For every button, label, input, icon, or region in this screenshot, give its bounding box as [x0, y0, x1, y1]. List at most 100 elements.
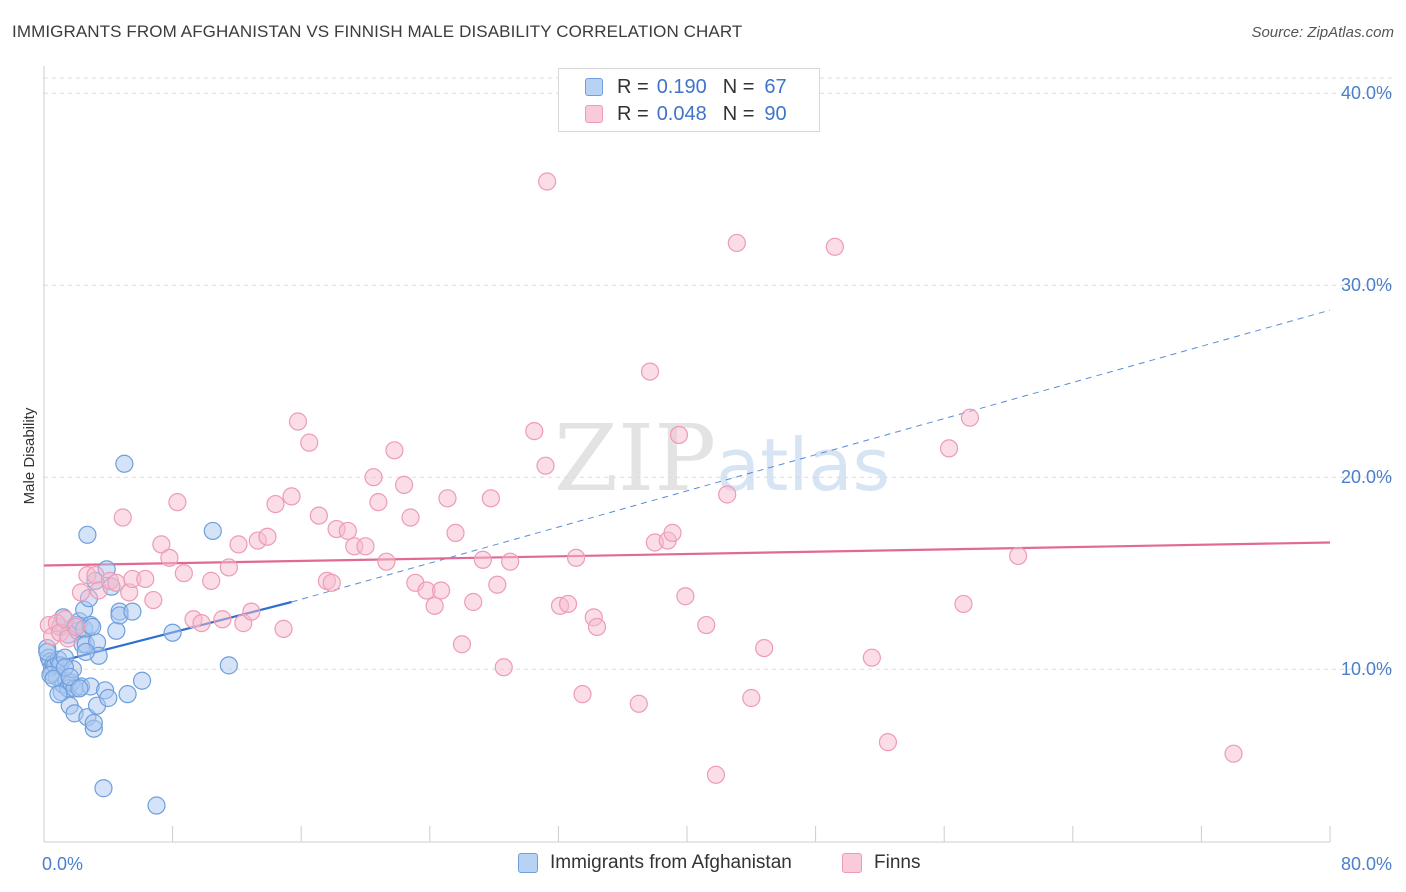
point-afghanistan [123, 602, 142, 621]
legend-swatch-blue [585, 78, 603, 96]
point-finns [536, 456, 555, 475]
point-finns [558, 594, 578, 614]
point-finns [160, 548, 179, 567]
point-finns [431, 581, 451, 600]
legend-item-afghanistan[interactable]: Immigrants from Afghanistan [518, 852, 792, 874]
point-finns [369, 493, 388, 512]
point-finns [258, 527, 277, 546]
source-label: Source: ZipAtlas.com [1251, 24, 1394, 41]
grid-lines [44, 77, 1392, 670]
watermark-zip: ZIP [554, 405, 716, 512]
point-finns [338, 521, 357, 541]
point-finns [401, 508, 420, 527]
point-finns [452, 635, 472, 654]
r-label: R = [617, 75, 649, 98]
correlation-legend: R = 0.190 N = 67 R = 0.048 N = 90 [558, 68, 820, 132]
point-finns [939, 439, 959, 458]
point-finns [1009, 546, 1028, 566]
point-finns [242, 602, 261, 621]
watermark: ZIP atlas [554, 405, 890, 512]
point-afghanistan [94, 779, 113, 798]
point-finns [742, 688, 761, 708]
x-tick-label-min: 0.0% [42, 854, 83, 874]
point-finns [862, 648, 881, 667]
n-label: N = [722, 102, 755, 125]
point-finns [152, 535, 171, 554]
point-afghanistan [147, 796, 166, 815]
point-finns [1224, 744, 1243, 763]
point-finns [356, 537, 375, 556]
point-afghanistan [203, 521, 222, 541]
point-finns [174, 564, 193, 583]
point-finns [219, 558, 238, 577]
point-finns [309, 506, 328, 525]
legend-item-finns[interactable]: Finns [842, 852, 920, 874]
point-afghanistan [99, 688, 118, 708]
y-tick-label: 30.0% [1341, 275, 1392, 295]
point-finns [669, 425, 689, 445]
point-finns [113, 508, 132, 527]
point-finns [755, 638, 774, 658]
point-finns [878, 733, 898, 752]
legend-label-afghanistan: Immigrants from Afghanistan [550, 852, 792, 873]
point-finns [213, 610, 232, 629]
point-finns [501, 552, 520, 571]
y-tick-label: 10.0% [1341, 659, 1392, 679]
point-finns [71, 583, 91, 602]
point-finns [425, 596, 444, 615]
point-finns [229, 535, 248, 554]
point-finns [438, 489, 457, 508]
legend-row-finns: R = 0.048 N = 90 [585, 102, 787, 126]
point-finns [67, 617, 86, 637]
y-tick-label: 20.0% [1341, 467, 1392, 487]
point-finns [464, 592, 483, 612]
point-finns [697, 615, 716, 635]
point-afghanistan [78, 525, 97, 544]
point-finns [481, 489, 500, 508]
point-finns [192, 614, 211, 633]
point-finns [566, 548, 586, 567]
legend-label-finns: Finns [874, 852, 921, 873]
point-afghanistan [163, 623, 182, 642]
point-finns [136, 569, 155, 589]
point-finns [385, 441, 404, 460]
chart-title: IMMIGRANTS FROM AFGHANISTAN VS FINNISH M… [12, 22, 743, 41]
point-finns [446, 523, 465, 542]
watermark-atlas: atlas [716, 423, 890, 507]
point-finns [202, 571, 221, 590]
trend-extension-afghanistan [291, 309, 1331, 603]
point-finns [144, 590, 163, 610]
point-finns [825, 237, 844, 256]
r-value: 0.048 [656, 102, 707, 125]
point-finns [377, 552, 396, 571]
point-finns [727, 233, 746, 253]
tick-labels: 10.0% 20.0% 30.0% 40.0% 0.0% 80.0% [42, 83, 1392, 874]
point-afghanistan [76, 642, 95, 662]
legend-swatch-pink [842, 853, 862, 873]
point-finns [629, 694, 648, 713]
point-finns [266, 494, 285, 514]
axes [43, 66, 1331, 843]
point-afghanistan [49, 685, 68, 704]
n-label: N = [722, 75, 755, 98]
n-value: 67 [764, 75, 787, 98]
point-finns [473, 550, 492, 569]
point-finns [364, 468, 383, 487]
y-tick-label: 40.0% [1341, 83, 1392, 103]
point-finns [954, 594, 973, 614]
point-finns [282, 487, 301, 506]
point-afghanistan [84, 713, 103, 733]
point-finns [168, 493, 187, 512]
legend-swatch-blue [518, 853, 538, 873]
point-afghanistan [83, 617, 102, 637]
point-finns [706, 765, 726, 784]
point-finns [288, 412, 308, 431]
y-axis-label: Male Disability [21, 407, 38, 504]
point-afghanistan [118, 685, 137, 704]
point-finns [488, 575, 507, 594]
point-finns [525, 422, 544, 441]
legend-row-afghanistan: R = 0.190 N = 67 [585, 75, 787, 99]
point-finns [960, 408, 980, 427]
r-value: 0.190 [656, 75, 707, 98]
